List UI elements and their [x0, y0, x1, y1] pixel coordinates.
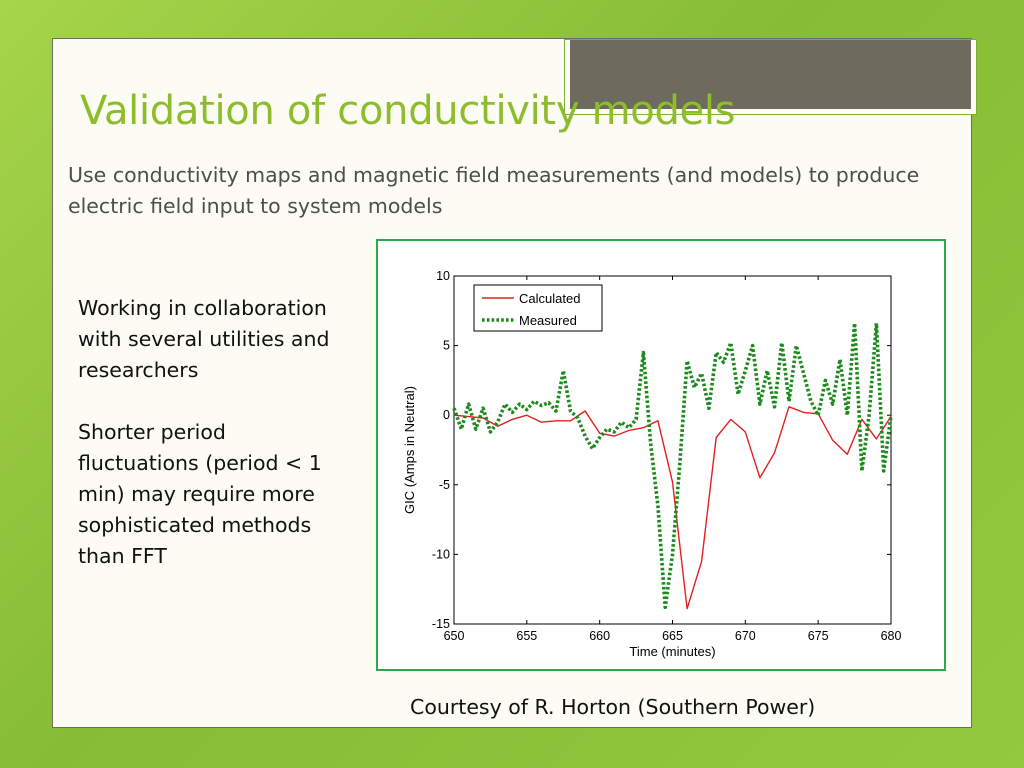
x-tick-label: 650: [444, 629, 465, 643]
bullet-item-fluctuations: Shorter period fluctuations (period < 1 …: [78, 420, 322, 568]
x-tick-label: 670: [735, 629, 756, 643]
y-tick-label: -15: [432, 617, 450, 631]
x-tick-label: 665: [662, 629, 683, 643]
x-tick-label: 675: [808, 629, 829, 643]
y-tick-label: -5: [439, 478, 450, 492]
y-tick-label: 0: [443, 408, 450, 422]
x-tick-label: 680: [881, 629, 902, 643]
bullet-list: Working in collaboration with several ut…: [78, 293, 353, 603]
series-line-calculated: [453, 406, 892, 610]
y-tick-label: 5: [443, 339, 450, 353]
x-tick-label: 655: [516, 629, 537, 643]
bullet-item-collaboration: Working in collaboration with several ut…: [78, 296, 330, 382]
page-title: Validation of conductivity models: [80, 88, 736, 134]
slide-subtitle: Use conductivity maps and magnetic field…: [68, 163, 920, 218]
gic-line-chart: 650 655 660 665 670 675 680 10 5 0 -5 -10 -15 Time (m…: [402, 269, 902, 659]
chart-frame: 650 655 660 665 670 675 680 10 5 0 -5 -10 -15 Time (m…: [376, 239, 946, 671]
chart-legend: [473, 284, 603, 332]
legend-label-measured: Measured: [519, 313, 577, 328]
y-tick-label: -10: [432, 547, 450, 561]
y-tick-label: 10: [436, 269, 450, 283]
series-line-measured: [452, 321, 893, 610]
y-axis-label: GIC (Amps in Neutral): [402, 386, 417, 514]
legend-label-calculated: Calculated: [519, 291, 580, 306]
image-credit: Courtesy of R. Horton (Southern Power): [410, 695, 816, 719]
header-decoration-fill: [570, 40, 971, 109]
x-tick-label: 660: [589, 629, 610, 643]
x-axis-label: Time (minutes): [629, 644, 715, 659]
header-decoration: [564, 39, 977, 115]
